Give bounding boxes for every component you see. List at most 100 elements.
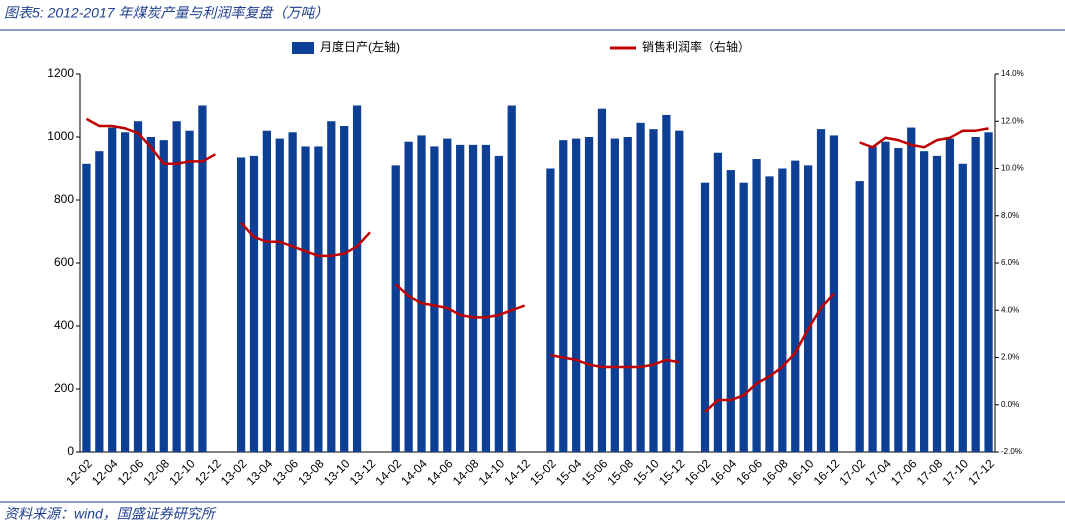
bar — [984, 132, 993, 452]
bar — [932, 155, 942, 452]
x-tick-label: 12-10 — [166, 456, 198, 488]
x-tick-label: 12-06 — [115, 456, 147, 488]
y-tick-label: 1000 — [47, 129, 74, 143]
x-tick-label: 13-12 — [347, 456, 379, 488]
line — [550, 353, 680, 369]
x-tick-label: 12-04 — [89, 456, 121, 488]
bar — [958, 163, 967, 452]
bar — [288, 132, 297, 452]
bar — [572, 138, 581, 452]
source: 资料来源：wind，国盛证券研究所 — [4, 506, 217, 522]
bar — [456, 144, 465, 452]
y2-tick-label: 10.0% — [1001, 164, 1024, 173]
line — [704, 292, 835, 413]
legend-label: 月度日产(左轴) — [320, 39, 400, 54]
y2-tick-label: -2.0% — [1001, 447, 1022, 456]
bar — [713, 152, 723, 452]
bar — [584, 137, 594, 452]
bar — [275, 138, 284, 452]
bar — [971, 137, 980, 452]
bar — [494, 155, 503, 452]
x-tick-label: 12-12 — [192, 456, 224, 488]
bar — [791, 160, 800, 452]
bar — [597, 108, 607, 453]
bar — [623, 137, 632, 452]
bar — [95, 151, 104, 453]
bar — [868, 146, 877, 452]
x-tick-label: 14-08 — [450, 456, 482, 488]
y2-tick-label: 2.0% — [1001, 353, 1019, 362]
bar — [172, 121, 181, 452]
bar — [417, 135, 426, 453]
bar — [726, 170, 735, 452]
bar — [739, 182, 748, 453]
bar — [146, 137, 156, 452]
x-tick-label: 15-06 — [579, 456, 611, 488]
x-tick-label: 17-08 — [914, 456, 946, 488]
bar — [881, 141, 890, 452]
bar — [907, 127, 916, 453]
bar — [610, 138, 619, 452]
x-tick-label: 16-12 — [811, 456, 843, 488]
legend: 月度日产(左轴) 销售利润率（右轴） — [292, 39, 750, 54]
x-tick-label: 13-02 — [218, 456, 250, 488]
bar — [133, 121, 143, 452]
x-tick-label: 13-10 — [321, 456, 353, 488]
x-tick-label: 17-10 — [940, 456, 972, 488]
x-tick-label: 14-06 — [424, 456, 456, 488]
y2-tick-label: 4.0% — [1001, 305, 1019, 314]
x-tick-label: 14-02 — [372, 456, 404, 488]
bar — [546, 168, 555, 452]
bar — [752, 159, 761, 453]
bar — [919, 151, 929, 453]
bar — [945, 138, 955, 452]
bar — [700, 182, 710, 453]
y-tick-label: 400 — [54, 318, 74, 332]
x-tick-label: 14-12 — [501, 456, 533, 488]
bar — [636, 122, 645, 452]
bar — [816, 129, 826, 452]
x-tick-label: 13-08 — [295, 456, 327, 488]
x-tick-label: 13-04 — [244, 456, 276, 488]
bar — [804, 165, 813, 452]
bar — [340, 125, 349, 452]
x-tick-label: 16-10 — [785, 456, 817, 488]
bar — [236, 157, 246, 452]
bar — [430, 146, 439, 452]
bar — [249, 155, 259, 452]
bar — [894, 148, 903, 452]
bar — [391, 165, 400, 452]
x-tick-label: 15-10 — [630, 456, 662, 488]
x-tick-label: 16-02 — [682, 456, 714, 488]
bar — [559, 140, 568, 452]
bar — [765, 176, 774, 452]
bar — [314, 146, 323, 452]
bar — [352, 105, 362, 452]
y-tick-label: 800 — [54, 192, 74, 206]
bar — [108, 127, 117, 453]
x-tick-label: 16-04 — [708, 456, 740, 488]
bar — [301, 146, 310, 452]
x-tick-label: 13-06 — [269, 456, 301, 488]
y-tick-label: 1200 — [47, 66, 74, 80]
bar — [468, 144, 478, 452]
y2-tick-label: 12.0% — [1001, 116, 1024, 125]
x-tick-label: 17-04 — [862, 456, 894, 488]
x-tick-label: 16-06 — [733, 456, 765, 488]
bar — [675, 130, 684, 452]
x-tick-label: 15-12 — [656, 456, 688, 488]
line — [240, 221, 371, 258]
y2-tick-label: 6.0% — [1001, 258, 1019, 267]
bar — [507, 105, 516, 452]
y-tick-label: 200 — [54, 381, 74, 395]
y2-tick-label: 0.0% — [1001, 400, 1019, 409]
chart-title: 图表5: 2012-2017 年煤炭产量与利润率复盘（万吨） — [4, 5, 328, 21]
bar — [82, 163, 91, 452]
x-tick-label: 15-08 — [604, 456, 636, 488]
bar — [327, 121, 336, 452]
bar — [662, 114, 671, 452]
x-tick-label: 17-02 — [836, 456, 868, 488]
legend-label: 销售利润率（右轴） — [642, 39, 750, 54]
x-tick-label: 17-12 — [965, 456, 997, 488]
